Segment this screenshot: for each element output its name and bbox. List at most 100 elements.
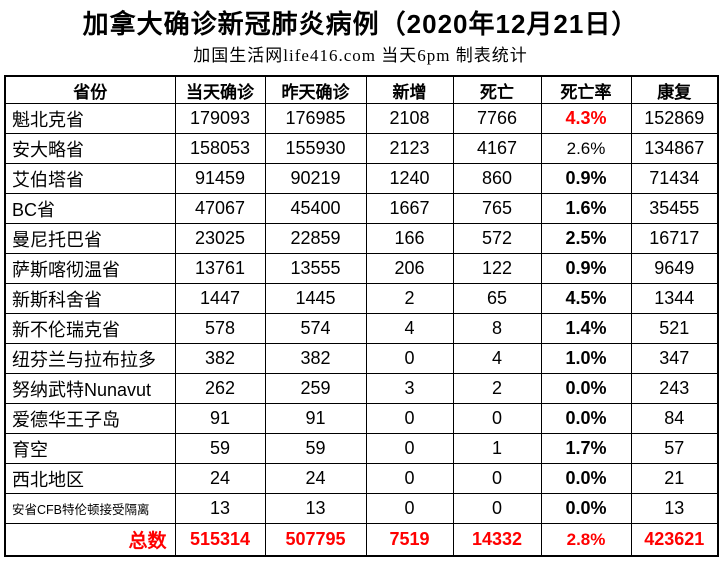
cell-yesterday: 45400	[264, 193, 367, 224]
cell-recovered: 13	[630, 493, 719, 524]
table-row: 安大略省 158053 155930 2123 4167 2.6% 134867	[4, 133, 719, 164]
cell-new-cases: 0	[365, 403, 454, 434]
cell-deaths: 122	[452, 253, 542, 284]
total-death-rate: 2.8%	[540, 523, 632, 557]
cell-new-cases: 2	[365, 283, 454, 314]
total-label: 总数	[4, 523, 176, 557]
cell-recovered: 1344	[630, 283, 719, 314]
table-header-row: 省份 当天确诊 昨天确诊 新增 死亡 死亡率 康复	[4, 75, 719, 104]
total-yesterday: 507795	[264, 523, 367, 557]
total-recovered: 423621	[630, 523, 719, 557]
cell-deaths: 7766	[452, 103, 542, 134]
table-row: 魁北克省 179093 176985 2108 7766 4.3% 152869	[4, 103, 719, 134]
cell-province: 艾伯塔省	[4, 163, 176, 194]
cell-deaths: 1	[452, 433, 542, 464]
cell-death-rate: 4.3%	[540, 103, 632, 134]
cell-recovered: 21	[630, 463, 719, 494]
cell-new-cases: 166	[365, 223, 454, 254]
cell-province: 魁北克省	[4, 103, 176, 134]
cell-death-rate: 1.4%	[540, 313, 632, 344]
cell-today: 91459	[174, 163, 266, 194]
table-row: 育空 59 59 0 1 1.7% 57	[4, 433, 719, 464]
cell-today: 91	[174, 403, 266, 434]
cell-yesterday: 155930	[264, 133, 367, 164]
cell-deaths: 572	[452, 223, 542, 254]
cell-yesterday: 59	[264, 433, 367, 464]
page-subtitle: 加国生活网life416.com 当天6pm 制表统计	[193, 46, 528, 65]
cell-recovered: 152869	[630, 103, 719, 134]
cell-new-cases: 3	[365, 373, 454, 404]
cell-deaths: 765	[452, 193, 542, 224]
cell-new-cases: 0	[365, 493, 454, 524]
table-row: 萨斯喀彻温省 13761 13555 206 122 0.9% 9649	[4, 253, 719, 284]
cell-recovered: 521	[630, 313, 719, 344]
cell-province: 纽芬兰与拉布拉多	[4, 343, 176, 374]
table-row: 纽芬兰与拉布拉多 382 382 0 4 1.0% 347	[4, 343, 719, 374]
cell-recovered: 243	[630, 373, 719, 404]
cell-deaths: 0	[452, 493, 542, 524]
cell-recovered: 57	[630, 433, 719, 464]
cell-deaths: 65	[452, 283, 542, 314]
table-row: 曼尼托巴省 23025 22859 166 572 2.5% 16717	[4, 223, 719, 254]
cell-recovered: 71434	[630, 163, 719, 194]
cell-death-rate: 1.6%	[540, 193, 632, 224]
cell-new-cases: 1667	[365, 193, 454, 224]
cell-today: 13761	[174, 253, 266, 284]
cell-recovered: 84	[630, 403, 719, 434]
cell-recovered: 134867	[630, 133, 719, 164]
cell-new-cases: 0	[365, 463, 454, 494]
cell-today: 24	[174, 463, 266, 494]
table-row: 安省CFB特伦顿接受隔离 13 13 0 0 0.0% 13	[4, 493, 719, 524]
cell-yesterday: 259	[264, 373, 367, 404]
total-deaths: 14332	[452, 523, 542, 557]
cell-province: 爱德华王子岛	[4, 403, 176, 434]
cell-new-cases: 0	[365, 433, 454, 464]
cell-recovered: 35455	[630, 193, 719, 224]
cell-yesterday: 22859	[264, 223, 367, 254]
cell-deaths: 0	[452, 463, 542, 494]
cell-new-cases: 0	[365, 343, 454, 374]
covid-cases-table: 省份 当天确诊 昨天确诊 新增 死亡 死亡率 康复 魁北克省 179093 17…	[4, 75, 719, 557]
column-header-yesterday: 昨天确诊	[264, 75, 367, 104]
cell-death-rate: 0.9%	[540, 163, 632, 194]
cell-yesterday: 90219	[264, 163, 367, 194]
cell-death-rate: 0.0%	[540, 403, 632, 434]
column-header-new-cases: 新增	[365, 75, 454, 104]
cell-today: 1447	[174, 283, 266, 314]
cell-yesterday: 574	[264, 313, 367, 344]
cell-new-cases: 1240	[365, 163, 454, 194]
cell-death-rate: 2.6%	[540, 133, 632, 164]
cell-today: 578	[174, 313, 266, 344]
cell-province: 育空	[4, 433, 176, 464]
total-new-cases: 7519	[365, 523, 454, 557]
cell-yesterday: 13555	[264, 253, 367, 284]
table-row: 新不伦瑞克省 578 574 4 8 1.4% 521	[4, 313, 719, 344]
cell-deaths: 4167	[452, 133, 542, 164]
cell-death-rate: 0.0%	[540, 373, 632, 404]
cell-deaths: 8	[452, 313, 542, 344]
table-row: 艾伯塔省 91459 90219 1240 860 0.9% 71434	[4, 163, 719, 194]
cell-yesterday: 176985	[264, 103, 367, 134]
table-row: 西北地区 24 24 0 0 0.0% 21	[4, 463, 719, 494]
page-title: 加拿大确诊新冠肺炎病例（2020年12月21日）	[82, 9, 639, 39]
column-header-death-rate: 死亡率	[540, 75, 632, 104]
column-header-deaths: 死亡	[452, 75, 542, 104]
cell-deaths: 860	[452, 163, 542, 194]
cell-today: 179093	[174, 103, 266, 134]
cell-deaths: 0	[452, 403, 542, 434]
table-row: 新斯科舍省 1447 1445 2 65 4.5% 1344	[4, 283, 719, 314]
cell-recovered: 347	[630, 343, 719, 374]
cell-province: 安省CFB特伦顿接受隔离	[4, 493, 176, 524]
cell-today: 158053	[174, 133, 266, 164]
cell-deaths: 2	[452, 373, 542, 404]
cell-yesterday: 1445	[264, 283, 367, 314]
cell-death-rate: 1.0%	[540, 343, 632, 374]
column-header-today: 当天确诊	[174, 75, 266, 104]
cell-today: 13	[174, 493, 266, 524]
cell-new-cases: 2123	[365, 133, 454, 164]
cell-yesterday: 382	[264, 343, 367, 374]
table-row: 爱德华王子岛 91 91 0 0 0.0% 84	[4, 403, 719, 434]
cell-yesterday: 13	[264, 493, 367, 524]
cell-province: BC省	[4, 193, 176, 224]
